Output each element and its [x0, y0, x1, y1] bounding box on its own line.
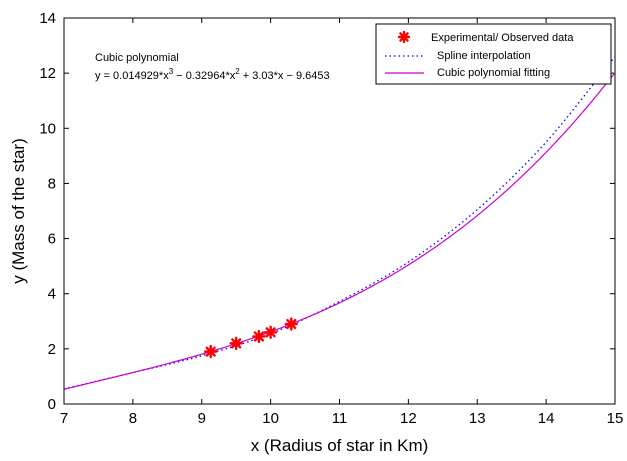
legend-asterisk: [397, 30, 411, 44]
annotation-title: Cubic polynomial: [95, 52, 179, 64]
legend-spline-label: Spline interpolation: [437, 50, 531, 62]
x-tick-label: 14: [538, 410, 555, 427]
x-tick-label: 11: [332, 410, 348, 427]
y-tick-label: 8: [48, 175, 56, 192]
observed-data-point: [284, 317, 298, 331]
equation-part-2: − 0.32964*x: [173, 70, 236, 82]
observed-data-point: [229, 336, 243, 351]
y-axis-label: y (Mass of the star): [9, 138, 28, 283]
observed-data-point: [203, 344, 218, 359]
cubic-polynomial-line: [63, 72, 616, 390]
y-tick-label: 4: [48, 286, 56, 303]
x-tick-label: 12: [400, 410, 417, 427]
equation-part-1: y = 0.014929*x: [95, 70, 169, 82]
x-tick-label: 10: [262, 410, 279, 427]
y-tick-label: 10: [39, 120, 56, 137]
equation-part-3: + 3.03*x − 9.6453: [240, 70, 330, 82]
equation-exponent-2: 2: [235, 67, 240, 76]
x-tick-label: 13: [469, 410, 486, 427]
x-tick-label: 15: [607, 410, 624, 427]
y-tick-label: 14: [39, 10, 56, 27]
x-tick-label: 8: [129, 410, 137, 427]
equation-exponent-3: 3: [169, 67, 174, 76]
legend-poly-label: Cubic polynomial fitting: [437, 67, 550, 79]
legend-scatter-label: Experimental/ Observed data: [431, 32, 574, 44]
observed-data-point: [252, 329, 266, 344]
annotation-equation: y = 0.014929*x3 − 0.32964*x2 + 3.03*x − …: [95, 67, 330, 82]
y-tick-label: 2: [48, 341, 56, 358]
y-tick-label: 6: [48, 231, 56, 248]
y-tick-label: 12: [39, 65, 56, 82]
legend: Experimental/ Observed data Spline inter…: [375, 23, 612, 85]
y-tick-label: 0: [48, 396, 56, 413]
observed-data-point: [263, 325, 278, 340]
legend-scatter-marker: [397, 30, 411, 44]
x-tick-label: 9: [198, 410, 206, 427]
x-axis-label: x (Radius of star in Km): [251, 436, 429, 455]
legend-box: [375, 23, 612, 85]
x-tick-label: 7: [60, 410, 68, 427]
